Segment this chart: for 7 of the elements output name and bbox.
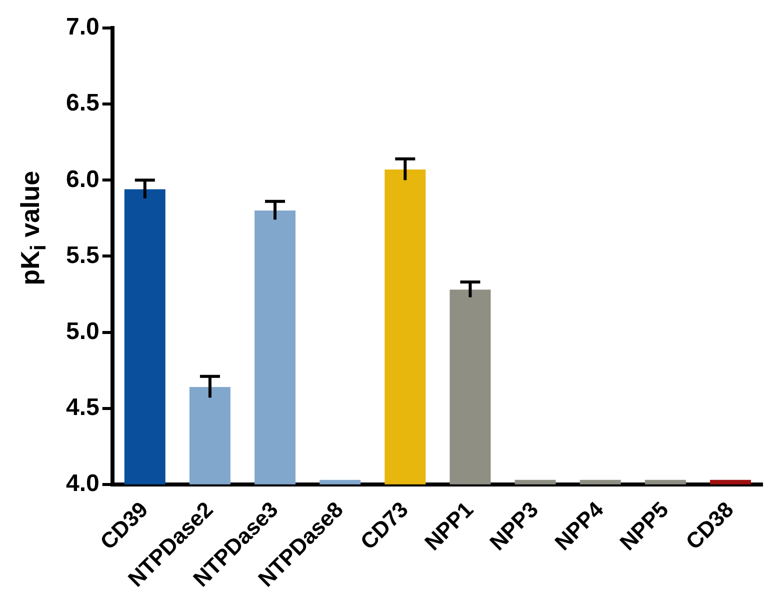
y-tick-label: 7.0: [66, 14, 100, 41]
y-tick-label: 6.5: [66, 90, 100, 117]
y-tick-label: 5.5: [66, 242, 100, 269]
y-tick-label: 4.0: [66, 470, 100, 498]
y-tick-label: 5.0: [66, 318, 100, 345]
y-tick-label: 6.0: [66, 166, 100, 193]
y-tick-label: 4.5: [66, 394, 100, 421]
